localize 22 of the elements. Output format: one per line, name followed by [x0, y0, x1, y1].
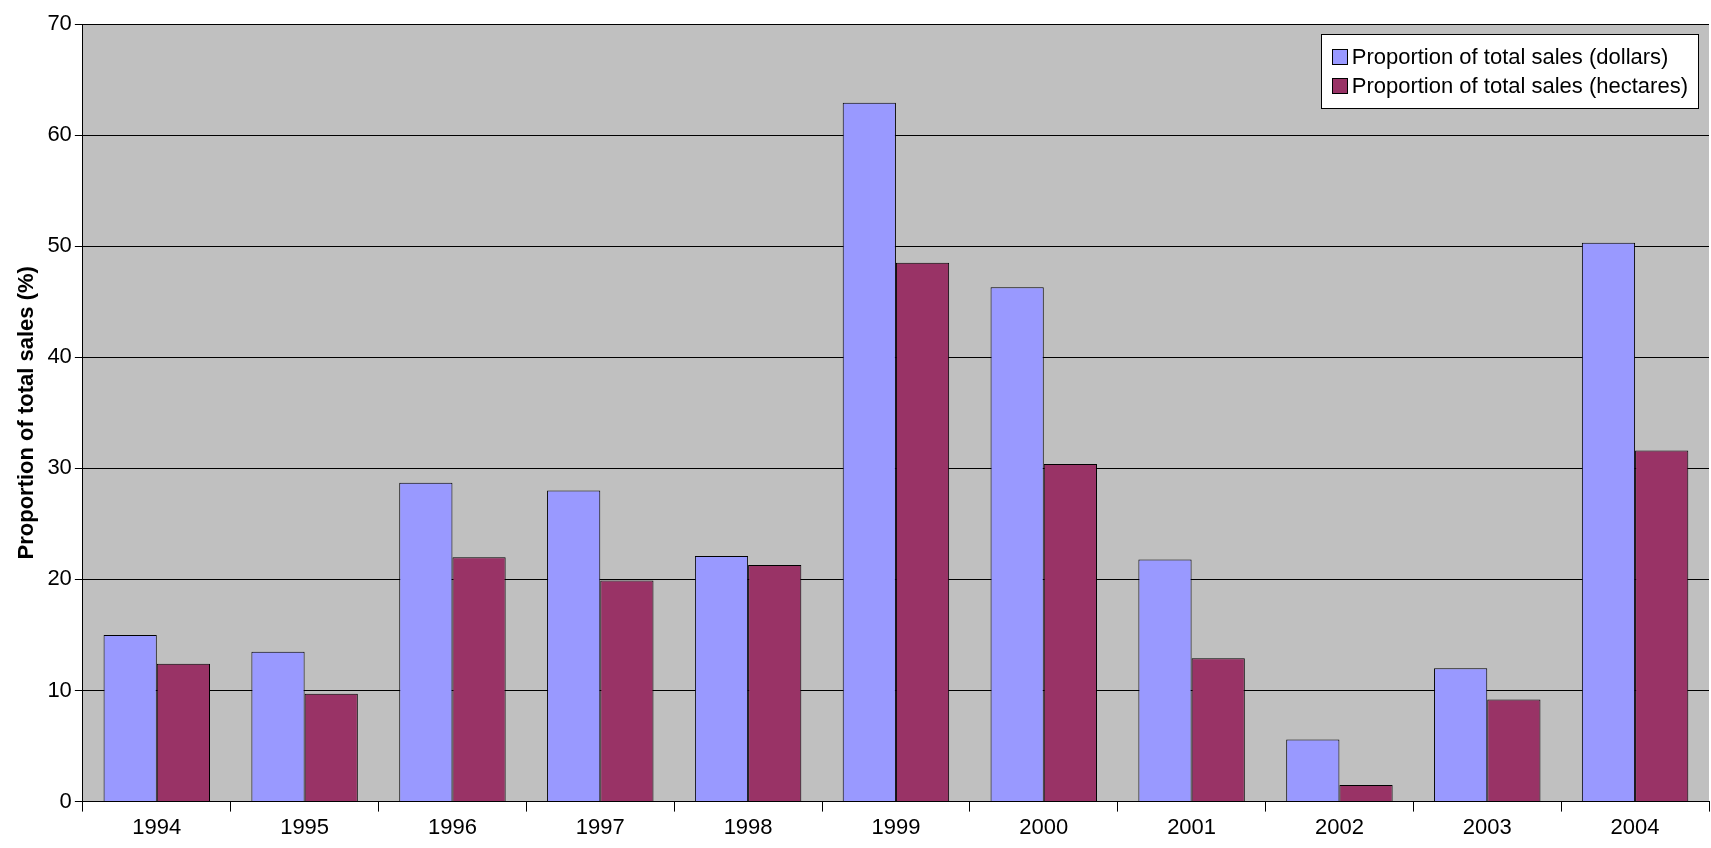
x-tick-label: 2000	[1019, 813, 1069, 839]
x-tick-label: 1994	[132, 813, 182, 839]
y-tick-label: 10	[47, 676, 72, 702]
x-tick-label: 2003	[1462, 813, 1512, 839]
x-tick-label: 1997	[575, 813, 625, 839]
y-tick-label: 50	[47, 232, 72, 258]
x-tick-label: 1999	[871, 813, 921, 839]
y-tick-label: 30	[47, 454, 72, 480]
x-tick-label: 1995	[280, 813, 330, 839]
legend-label: Proportion of total sales (hectares)	[1351, 73, 1688, 99]
x-tick-label: 1998	[723, 813, 773, 839]
y-tick-label: 20	[47, 565, 72, 591]
x-tick-label: 2002	[1314, 813, 1364, 839]
legend-label: Proportion of total sales (dollars)	[1351, 44, 1669, 70]
y-tick-label: 70	[47, 10, 72, 36]
y-tick-label: 0	[59, 787, 72, 813]
y-tick-label: 60	[47, 121, 72, 147]
x-tick-label: 2001	[1167, 813, 1217, 839]
y-tick-label: 40	[47, 343, 72, 369]
x-tick-label: 2004	[1610, 813, 1660, 839]
x-tick-label: 1996	[427, 813, 477, 839]
y-axis-title: Proportion of total sales (%)	[13, 266, 39, 560]
